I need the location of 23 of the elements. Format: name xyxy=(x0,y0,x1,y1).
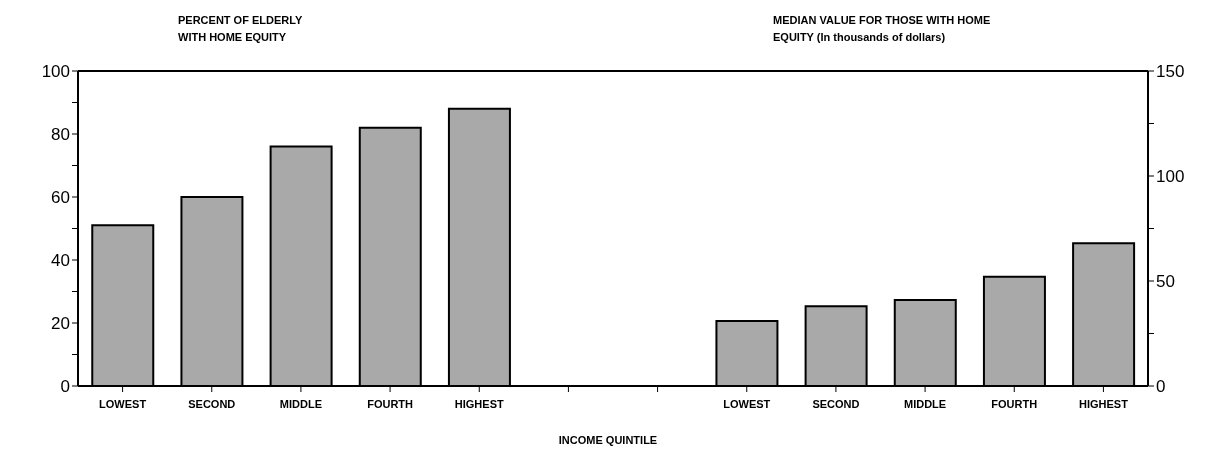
y2-tick-label: 100 xyxy=(1156,167,1185,187)
y-tick-label: 80 xyxy=(51,125,70,145)
y-tick-label: 20 xyxy=(51,314,70,334)
y-tick-label: 0 xyxy=(60,377,70,397)
x-tick-label: SECOND xyxy=(812,397,860,410)
x-tick-label: HIGHEST xyxy=(454,397,504,410)
y2-tick-label: 50 xyxy=(1156,272,1175,292)
x-tick-label: MIDDLE xyxy=(904,397,947,410)
x-axis-title: INCOME QUINTILE xyxy=(557,433,659,448)
x-tick-label: LOWEST xyxy=(723,397,771,410)
y-tick-label: 100 xyxy=(41,62,70,82)
x-tick-label: FOURTH xyxy=(991,397,1038,410)
x-tick-label: MIDDLE xyxy=(279,397,322,410)
x-tick-label: SECOND xyxy=(188,397,236,410)
y2-tick-label: 150 xyxy=(1156,62,1185,82)
y-tick-label: 60 xyxy=(51,188,70,208)
x-tick-label: LOWEST xyxy=(99,397,147,410)
x-tick-label: FOURTH xyxy=(367,397,414,410)
y-tick-label: 40 xyxy=(51,251,70,271)
x-tick-label: HIGHEST xyxy=(1078,397,1129,410)
y-axis-title: PERCENT OF ELDERLY WITH HOME EQUITY xyxy=(178,13,304,45)
y2-axis-title: MEDIAN VALUE FOR THOSE WITH HOME EQUITY (In thousands of dollars) xyxy=(773,13,992,45)
y2-tick-label: 0 xyxy=(1156,377,1166,397)
